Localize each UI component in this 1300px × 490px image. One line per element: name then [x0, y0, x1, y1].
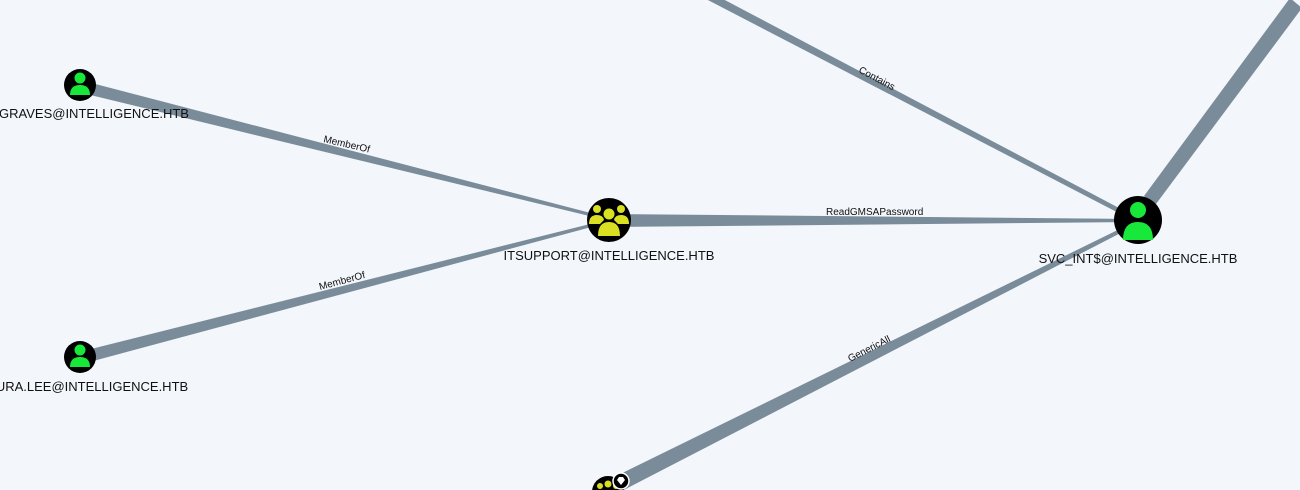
- edge-genericall[interactable]: [608, 221, 1138, 490]
- node-graves-user[interactable]: GRAVES@INTELLIGENCE.HTB: [0, 69, 189, 121]
- node-label-itsupport: ITSUPPORT@INTELLIGENCE.HTB: [504, 248, 715, 263]
- edge-readgmsapassword[interactable]: [612, 214, 1138, 227]
- user-icon: [1123, 202, 1153, 240]
- group-icon: [589, 205, 629, 236]
- user-icon: [70, 344, 90, 367]
- node-lauralee-user[interactable]: URA.LEE@INTELLIGENCE.HTB: [0, 341, 188, 394]
- high-value-diamond-icon: [612, 472, 630, 490]
- edge-graves-memberof[interactable]: [80, 80, 610, 221]
- edges: [79, 0, 1300, 490]
- node-partial-group[interactable]: [592, 472, 630, 490]
- user-icon: [70, 72, 90, 95]
- node-label-lauralee: URA.LEE@INTELLIGENCE.HTB: [0, 379, 188, 394]
- node-label-graves: GRAVES@INTELLIGENCE.HTB: [0, 106, 189, 121]
- edge-right-upper[interactable]: [1144, 0, 1300, 204]
- edge-lauralee-memberof[interactable]: [79, 219, 610, 364]
- node-svcint-user[interactable]: SVC_INT$@INTELLIGENCE.HTB: [1039, 196, 1238, 266]
- edge-label-readgmsapassword: ReadGMSAPassword: [826, 207, 923, 218]
- edge-contains[interactable]: [704, 0, 1138, 222]
- node-itsupport-group[interactable]: ITSUPPORT@INTELLIGENCE.HTB: [504, 198, 715, 263]
- node-label-svcint: SVC_INT$@INTELLIGENCE.HTB: [1039, 251, 1238, 266]
